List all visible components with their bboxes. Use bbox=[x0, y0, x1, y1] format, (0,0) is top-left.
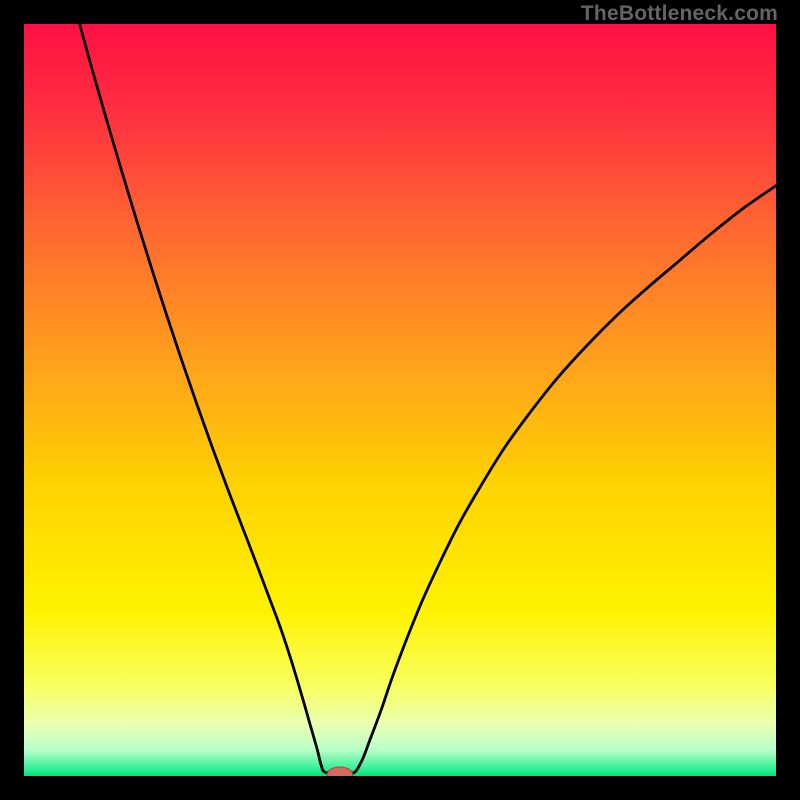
valley-marker bbox=[327, 767, 353, 782]
chart-frame: TheBottleneck.com bbox=[0, 0, 800, 800]
watermark-label: TheBottleneck.com bbox=[581, 2, 778, 26]
plot-background bbox=[24, 24, 776, 776]
bottleneck-curve-chart bbox=[0, 0, 800, 800]
